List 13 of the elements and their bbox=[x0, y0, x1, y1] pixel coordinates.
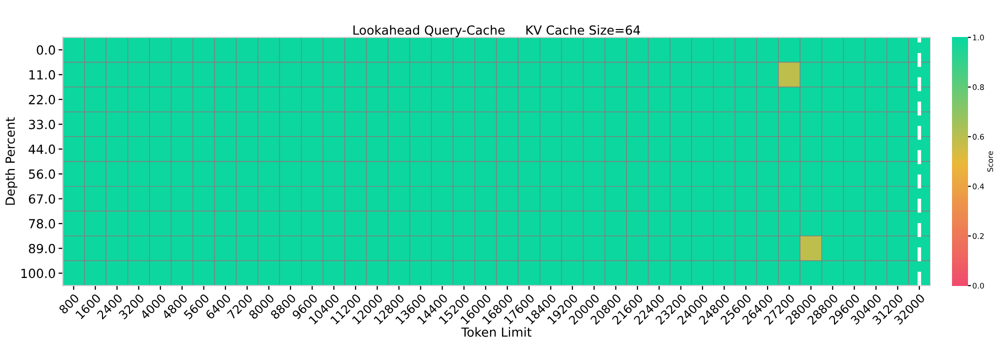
y-tick-label: 100.0 bbox=[21, 268, 56, 278]
chart-title: Lookahead Query-Cache KV Cache Size=64 bbox=[353, 25, 640, 38]
y-tick-label: 11.0 bbox=[29, 70, 56, 80]
y-tick-label: 56.0 bbox=[29, 169, 56, 179]
x-axis-title: Token Limit bbox=[461, 327, 532, 337]
y-tick-label: 89.0 bbox=[28, 244, 56, 254]
y-tick-label: 33.0 bbox=[28, 120, 56, 130]
y-tick-label: 0.0 bbox=[36, 45, 56, 55]
y-tick-label: 67.0 bbox=[28, 194, 56, 204]
y-tick-label: 44.0 bbox=[28, 144, 56, 154]
y-axis-title: Depth Percent bbox=[5, 117, 18, 205]
y-tick-label: 22.0 bbox=[28, 94, 56, 104]
y-tick-label: 78.0 bbox=[29, 219, 56, 228]
